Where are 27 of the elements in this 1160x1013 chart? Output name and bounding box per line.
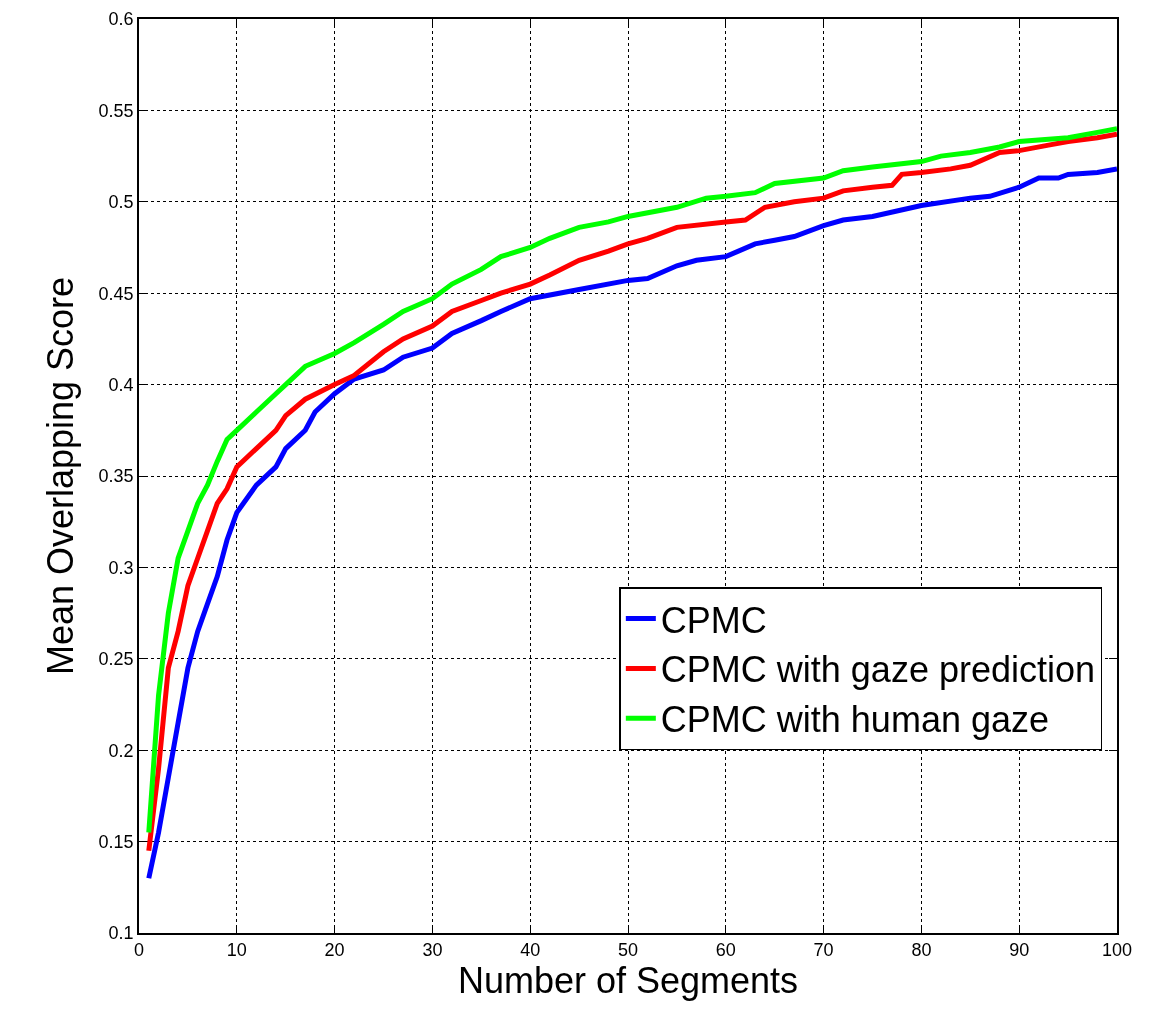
x-tick-label: 30 <box>422 940 443 961</box>
legend-label: CPMC with gaze prediction <box>660 649 1096 691</box>
x-tick-label: 70 <box>813 940 834 961</box>
y-tick-label: 0.45 <box>98 283 134 304</box>
legend-label: CPMC <box>660 599 767 641</box>
y-tick-label: 0.55 <box>98 100 134 121</box>
x-tick-label: 0 <box>133 940 145 961</box>
y-tick-label: 0.2 <box>108 740 134 761</box>
legend-label: CPMC with human gaze <box>660 699 1049 741</box>
y-axis-title: Mean Overlapping Score <box>40 276 81 676</box>
x-tick-label: 40 <box>520 940 541 961</box>
x-tick-label: 60 <box>715 940 736 961</box>
y-tick-label: 0.6 <box>108 9 134 30</box>
y-tick-label: 0.15 <box>98 831 134 852</box>
x-tick-label: 50 <box>617 940 639 961</box>
y-tick-label: 0.5 <box>108 192 134 213</box>
y-tick-label: 0.35 <box>98 466 134 487</box>
x-tick-label: 90 <box>1009 940 1030 961</box>
x-tick-label: 80 <box>911 940 932 961</box>
y-tick-label: 0.1 <box>108 923 134 944</box>
x-tick-label: 100 <box>1101 940 1133 961</box>
x-tick-label: 20 <box>324 940 345 961</box>
x-axis-title: Number of Segments <box>457 960 799 1002</box>
y-tick-label: 0.4 <box>108 374 134 395</box>
x-tick-label: 10 <box>226 940 247 961</box>
y-tick-label: 0.25 <box>98 649 134 670</box>
y-tick-label: 0.3 <box>108 557 134 578</box>
